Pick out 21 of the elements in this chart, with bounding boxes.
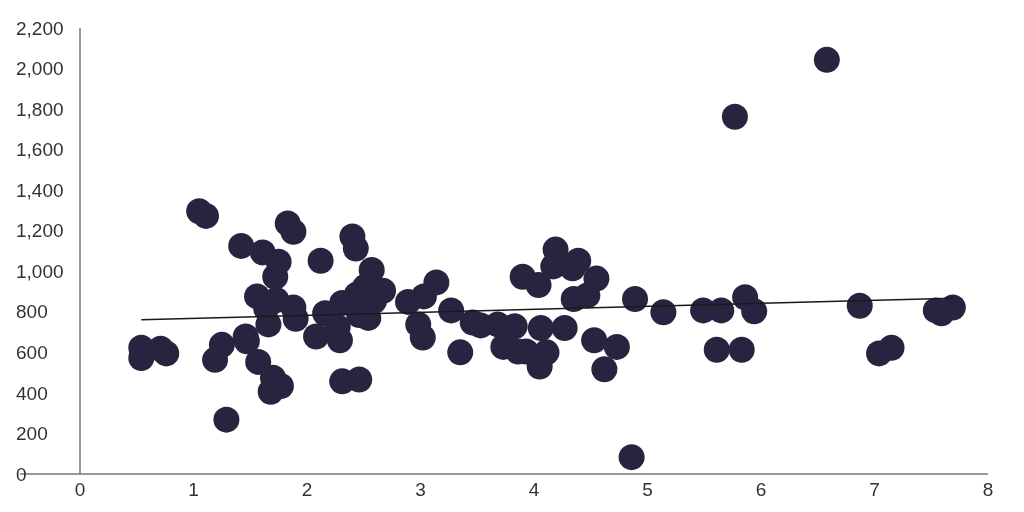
y-tick-label: 1,000 xyxy=(16,260,64,282)
y-tick-label: 800 xyxy=(16,301,48,323)
x-tick-label: 8 xyxy=(982,479,994,500)
x-tick-label: 3 xyxy=(415,479,426,500)
y-tick-label: 200 xyxy=(16,423,48,445)
x-tick-label: 4 xyxy=(528,479,540,500)
y-tick-label: 2,000 xyxy=(16,58,64,80)
x-tick-label: 5 xyxy=(642,479,653,500)
y-tick-label: 1,800 xyxy=(16,98,64,120)
y-tick-label: 0 xyxy=(16,463,27,485)
y-tick-label: 600 xyxy=(16,342,48,364)
x-tick-label: 6 xyxy=(755,479,767,500)
y-tick-label: 1,400 xyxy=(16,179,64,201)
y-tick-label: 1,600 xyxy=(16,139,64,161)
y-tick-label: 1,200 xyxy=(16,220,64,242)
x-tick-label: 1 xyxy=(188,479,199,500)
y-tick-label: 400 xyxy=(16,382,48,404)
x-tick-label: 0 xyxy=(74,479,86,500)
x-tick-label: 2 xyxy=(301,479,313,500)
x-tick-label: 7 xyxy=(869,479,880,500)
y-tick-label: 2,200 xyxy=(16,17,64,39)
